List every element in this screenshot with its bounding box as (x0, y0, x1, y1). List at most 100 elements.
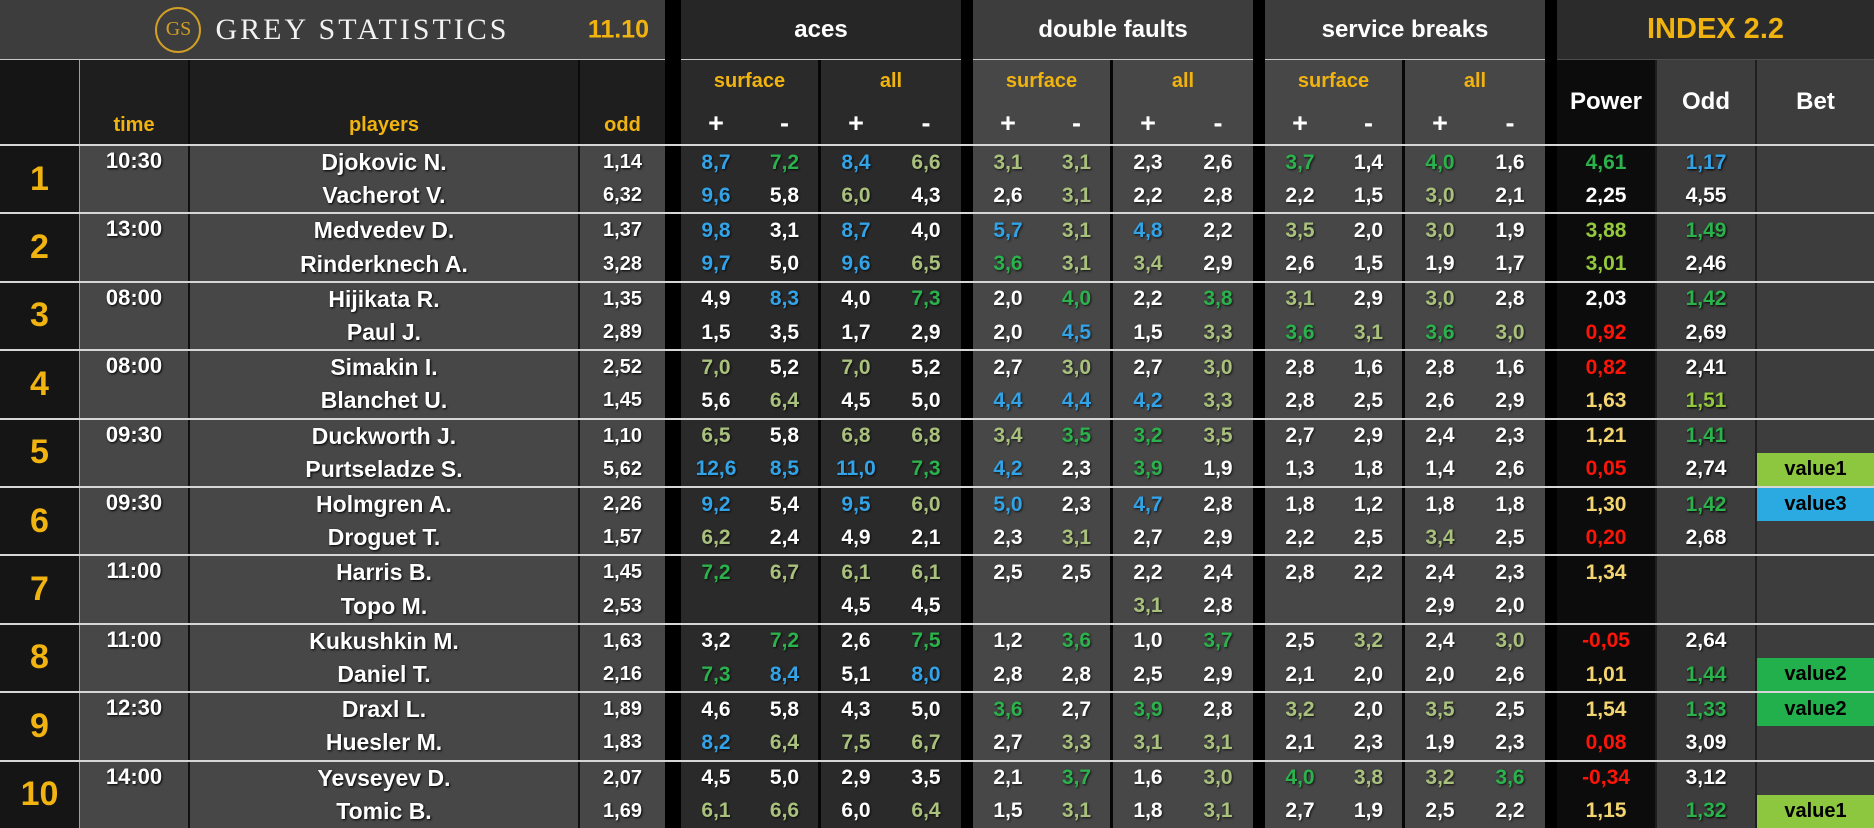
stat-value: 2,4 (1405, 556, 1475, 590)
stat-value: 2,3 (973, 521, 1043, 555)
stat-value: 2,9 (1405, 589, 1475, 623)
stat-value: 2,0 (1335, 214, 1405, 248)
stat-value: 4,4 (973, 384, 1043, 418)
stat-value: 4,0 (1043, 282, 1113, 316)
stat-value: 4,5 (681, 761, 751, 795)
subheader-surface: surface (681, 60, 821, 102)
match-row: 2 13:00 Medvedev D. 1,37 9,8 3,1 8,7 4,0 5,7 3,1 4… (0, 212, 1874, 281)
stat-value: 1,9 (1183, 452, 1253, 486)
stat-value: 6,1 (821, 556, 891, 590)
stat-value: 2,6 (1475, 657, 1545, 692)
stat-value: 4,0 (891, 214, 961, 248)
stat-value: 2,9 (821, 761, 891, 795)
stat-value: 2,2 (1265, 521, 1335, 555)
stat-value: 3,0 (1405, 214, 1475, 248)
row-number: 9 (0, 693, 80, 760)
stat-value (1043, 589, 1113, 623)
stat-value: 6,5 (681, 419, 751, 453)
stat-value: 2,0 (1405, 657, 1475, 692)
stat-value: 5,0 (891, 384, 961, 418)
match-row: 4 08:00 Simakin I. 2,52 7,0 5,2 7,0 5,2 2,7 3,0 2,… (0, 349, 1874, 418)
player-name: Paul J. (190, 315, 580, 350)
stat-value: 3,0 (1043, 351, 1113, 385)
stat-value (751, 589, 821, 623)
stat-value: 4,7 (1113, 487, 1183, 522)
player-name: Huesler M. (190, 726, 580, 760)
power-value: 3,01 (1557, 247, 1657, 281)
stat-value: 9,2 (681, 487, 751, 522)
stat-value: 3,4 (973, 419, 1043, 453)
stat-value: 2,8 (1405, 351, 1475, 385)
stat-value: 1,8 (1475, 487, 1545, 522)
power-value: 0,92 (1557, 315, 1657, 350)
stat-value: 8,4 (821, 146, 891, 180)
stat-value: 2,6 (973, 179, 1043, 213)
index-odd-value: 1,42 (1657, 282, 1757, 316)
stat-value: 3,0 (1405, 179, 1475, 213)
match-time: 10:30 (80, 146, 190, 213)
stat-value: 1,9 (1475, 214, 1545, 248)
stat-value: 1,6 (1113, 761, 1183, 795)
bet-cell (1757, 624, 1874, 658)
stat-value: 8,2 (681, 726, 751, 760)
player-name: Duckworth J. (190, 419, 580, 453)
stat-value: 4,4 (1043, 384, 1113, 418)
stat-value: 2,6 (821, 624, 891, 658)
stat-value: 2,4 (1405, 624, 1475, 658)
odd-value: 1,10 (580, 419, 665, 453)
index-odd-value: 1,33 (1657, 693, 1757, 727)
odd-value: 2,16 (580, 657, 665, 692)
player-name: Draxl L. (190, 693, 580, 727)
stat-value: 4,3 (891, 179, 961, 213)
plus-col-header: + (821, 102, 891, 144)
stat-value: 3,1 (1043, 146, 1113, 180)
stat-value: 4,5 (1043, 315, 1113, 350)
match-row: 5 09:30 Duckworth J. 1,10 6,5 5,8 6,8 6,8 3,4 3,5… (0, 417, 1874, 486)
bet-cell (1757, 384, 1874, 418)
stat-value: 5,8 (751, 693, 821, 727)
stat-value: 2,0 (973, 315, 1043, 350)
stat-value: 3,3 (1183, 384, 1253, 418)
stat-value: 2,7 (1113, 351, 1183, 385)
stat-value: 7,3 (891, 452, 961, 486)
brand-name: GREY STATISTICS (215, 12, 510, 46)
stat-value: 7,2 (681, 556, 751, 590)
player-name: Blanchet U. (190, 384, 580, 418)
stat-value: 12,6 (681, 452, 751, 486)
minus-col-header: - (1335, 102, 1405, 144)
odd-value: 3,28 (580, 247, 665, 281)
stat-value: 2,5 (1335, 384, 1405, 418)
stat-value: 5,4 (751, 487, 821, 522)
stat-value: 3,1 (1183, 794, 1253, 828)
stat-value: 4,5 (821, 589, 891, 623)
stat-value: 4,9 (681, 282, 751, 316)
stat-value: 4,0 (1405, 146, 1475, 180)
stat-value: 3,0 (1183, 351, 1253, 385)
stat-value: 3,0 (1183, 761, 1253, 795)
index-odd-value: 3,12 (1657, 761, 1757, 795)
index-odd-value: 1,51 (1657, 384, 1757, 418)
odd-value: 1,69 (580, 794, 665, 828)
subheader-all: all (1113, 60, 1253, 102)
stat-value: 2,6 (1183, 146, 1253, 180)
stat-value: 3,2 (1265, 693, 1335, 727)
stat-value: 2,7 (1113, 521, 1183, 555)
index-odd-value: 3,09 (1657, 726, 1757, 760)
power-value: -0,34 (1557, 761, 1657, 795)
index-odd-value: 2,64 (1657, 624, 1757, 658)
index-odd-value (1657, 589, 1757, 623)
match-row: 1 10:30 Djokovic N. 1,14 8,7 7,2 8,4 6,6 3,1 3,1 2… (0, 144, 1874, 213)
player-name: Rinderknech A. (190, 247, 580, 281)
stat-value: 3,1 (1265, 282, 1335, 316)
index-odd-value: 2,74 (1657, 452, 1757, 486)
power-value: 1,63 (1557, 384, 1657, 418)
stat-value: 1,5 (1113, 315, 1183, 350)
stat-value: 3,8 (1335, 761, 1405, 795)
stat-value: 2,1 (1265, 726, 1335, 760)
stat-value: 5,8 (751, 179, 821, 213)
bet-cell (1757, 419, 1874, 453)
stat-value: 2,0 (973, 282, 1043, 316)
stat-value: 3,4 (1113, 247, 1183, 281)
stat-value: 4,9 (821, 521, 891, 555)
stat-value: 2,9 (1335, 282, 1405, 316)
